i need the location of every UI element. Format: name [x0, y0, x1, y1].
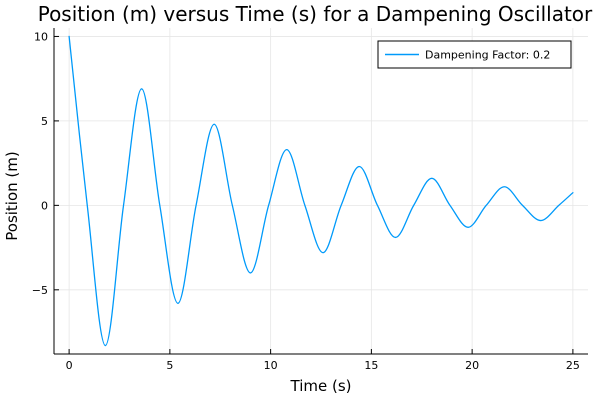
y-tick-label: 5	[41, 115, 48, 128]
axes	[53, 28, 588, 355]
x-tick-label: 5	[166, 359, 173, 372]
legend-entry-label: Dampening Factor: 0.2	[425, 49, 550, 62]
series-layer	[68, 35, 574, 347]
grid	[54, 28, 588, 354]
y-axis-label: Position (m)	[3, 151, 21, 241]
x-tick-label: 15	[364, 359, 378, 372]
x-tick-label: 25	[566, 359, 580, 372]
ticks: 0 5 10 15 20 25 −5 0 5 10	[32, 30, 580, 372]
y-tick-label: 0	[41, 199, 48, 212]
x-axis-label: Time (s)	[290, 377, 352, 395]
chart-title: Position (m) versus Time (s) for a Dampe…	[38, 2, 593, 26]
x-tick-label: 10	[264, 359, 278, 372]
y-tick-label: −5	[32, 284, 48, 297]
x-tick-label: 0	[66, 359, 73, 372]
legend: Dampening Factor: 0.2	[377, 40, 572, 69]
series-line	[68, 35, 574, 347]
y-tick-label: 10	[34, 30, 48, 43]
x-tick-label: 20	[465, 359, 479, 372]
